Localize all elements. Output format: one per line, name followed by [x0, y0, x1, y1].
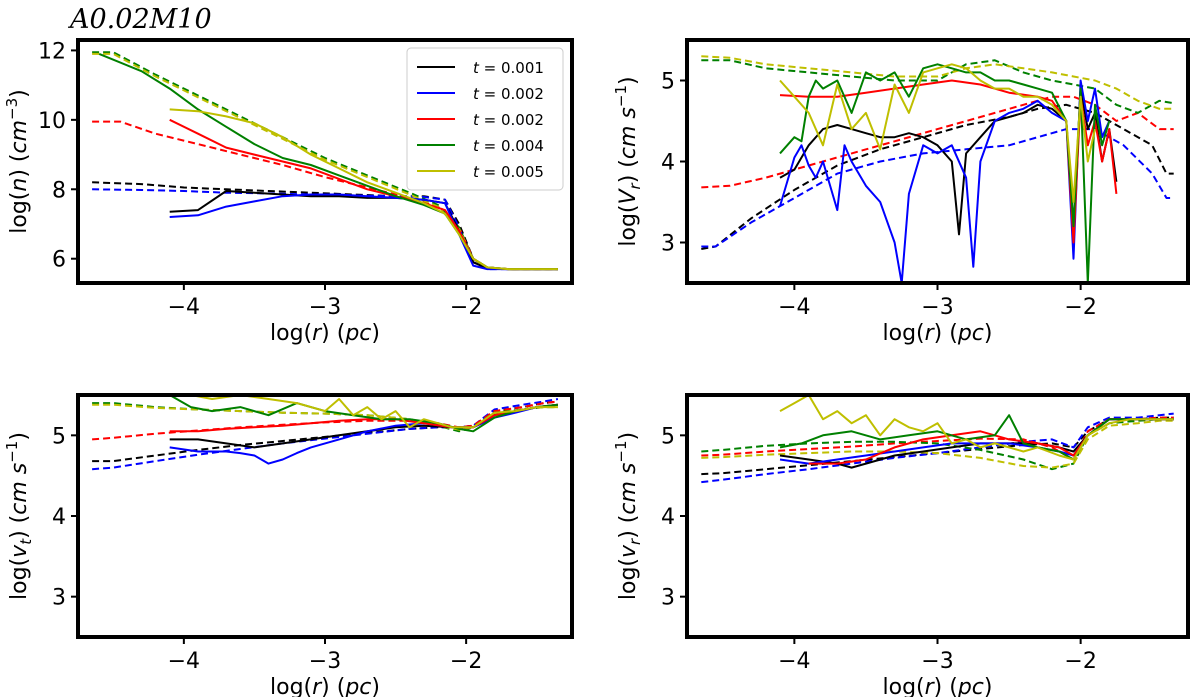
series-line-dashed: [92, 51, 558, 271]
x-tick-label: −4: [778, 295, 810, 320]
series-group: [92, 395, 559, 471]
x-tick-label: −3: [309, 649, 341, 674]
x-tick-label: −4: [168, 649, 200, 674]
x-tick-label: −4: [778, 649, 810, 674]
y-tick-label: 6: [52, 248, 66, 273]
y-axis-label: log(Vr) (cm s−1): [612, 76, 644, 246]
y-tick-label: 4: [52, 505, 66, 530]
legend-entry-label: t = 0.004: [473, 137, 544, 155]
legend: t = 0.001 t = 0.002 t = 0.002 t = 0.004 t = …: [406, 47, 564, 191]
y-tick-label: 5: [661, 70, 675, 95]
y-tick-label: 3: [52, 586, 66, 611]
series-line-dashed: [701, 59, 1174, 114]
series-line-solid: [808, 418, 1174, 465]
x-tick-label: −4: [168, 295, 200, 320]
x-axis-label: log(r) (pc): [270, 675, 380, 697]
panel-tangential-velocity: −4 −3 −2 3 4 5 log(r) (pc) log(vt) (cm s−1): [3, 393, 574, 697]
y-tick-label: 5: [52, 424, 66, 449]
series-line-solid: [779, 414, 1174, 461]
panel-radial-velocity: −4 −3 −2 3 4 5 log(r) (pc) log(vr) (cm s−1): [612, 393, 1190, 697]
y-axis-label: log(vr) (cm s−1): [612, 432, 644, 600]
series-line-dashed: [92, 52, 558, 271]
y-tick-label: 4: [661, 505, 675, 530]
x-tick-label: −3: [921, 295, 953, 320]
series-group: [701, 395, 1174, 484]
x-tick-label: −2: [1064, 649, 1096, 674]
figure-title: A0.02M10: [67, 4, 212, 35]
y-tick-label: 3: [661, 232, 675, 257]
series-line-dashed: [92, 188, 558, 271]
series-line-dashed: [701, 418, 1174, 471]
x-axis-label: log(r) (pc): [270, 321, 380, 346]
y-tick-label: 12: [38, 39, 66, 64]
x-tick-label: −2: [1064, 295, 1096, 320]
series-line-solid: [169, 108, 558, 271]
series-line-dashed: [701, 128, 1174, 248]
series-line-dashed: [92, 398, 559, 471]
series-line-solid: [169, 190, 558, 271]
y-axis-label: log(n) (cm−3): [3, 89, 32, 234]
x-tick-label: −2: [450, 295, 482, 320]
legend-entry-label: t = 0.005: [473, 163, 544, 181]
legend-entry-label: t = 0.002: [473, 111, 544, 129]
y-axis-label: log(vt) (cm s−1): [3, 432, 35, 600]
series-line-dashed: [701, 419, 1174, 469]
series-line-dashed: [701, 416, 1174, 461]
legend-box: [406, 47, 564, 191]
x-axis-label: log(r) (pc): [883, 675, 993, 697]
y-tick-label: 3: [661, 586, 675, 611]
series-line-solid: [779, 395, 1174, 461]
series-line-solid: [190, 395, 558, 429]
series-group: [92, 51, 558, 271]
series-group: [701, 55, 1174, 283]
x-axis-label: log(r) (pc): [883, 321, 993, 346]
y-tick-label: 5: [661, 424, 675, 449]
y-tick-label: 10: [38, 109, 66, 134]
legend-entry-label: t = 0.001: [473, 59, 544, 77]
legend-entry-label: t = 0.002: [473, 85, 544, 103]
series-line-dashed: [92, 400, 559, 441]
series-line-solid: [779, 87, 1118, 236]
series-line-dashed: [701, 95, 1174, 189]
series-line-dashed: [701, 55, 1174, 110]
x-tick-label: −2: [450, 649, 482, 674]
y-tick-label: 4: [661, 151, 675, 176]
x-tick-label: −3: [921, 649, 953, 674]
plot-frame: [76, 393, 574, 639]
series-line-solid: [169, 193, 558, 271]
series-line-dashed: [701, 103, 1174, 250]
x-tick-label: −3: [309, 295, 341, 320]
y-tick-label: 8: [52, 178, 66, 203]
series-line-solid: [779, 63, 1096, 203]
panel-radial-velocity-large: −4 −3 −2 3 4 5 log(r) (pc) log(Vr) (cm s−1): [612, 38, 1190, 346]
panel-density: −4 −3 −2 6 8 10 12 log(r) (pc) log(n) (cm−3) t = …: [3, 38, 574, 346]
